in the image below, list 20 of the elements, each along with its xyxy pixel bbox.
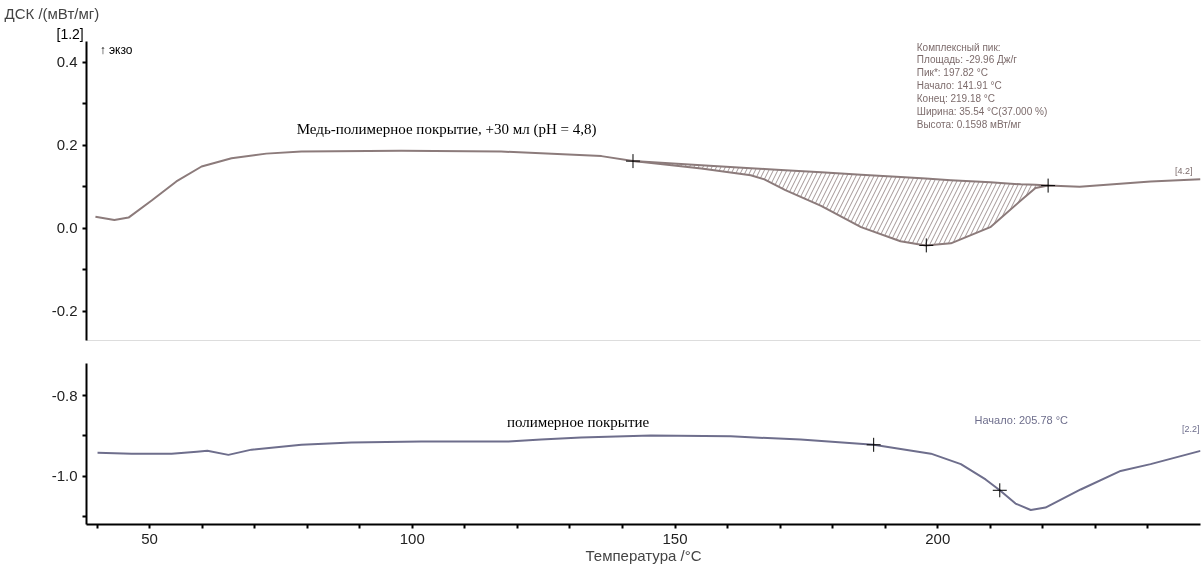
annotation: Комплексный пик: Площадь: -29.96 Дж/г Пик*: 197.82 °C Начало: 141.91 °C Конец: 219.18 °C Ширина: 35.54 °C(37.000 %) Высота: 0.1598 мВт/мг (916, 41, 1048, 130)
annotation: Медь-полимерное покрытие, +30 мл (pH = 4,8) (296, 120, 597, 138)
annotation: [2.2] (1181, 423, 1200, 434)
annotation: Начало: 205.78 °C (974, 413, 1069, 426)
y-tick-label: 0.0 (56, 219, 78, 237)
x-tick-label: 150 (662, 529, 688, 547)
x-tick-label: 50 (141, 529, 158, 547)
x-axis-title: Температура /°C (585, 546, 702, 564)
x-tick-label: 100 (399, 529, 425, 547)
y-tick-label: -0.2 (51, 302, 78, 320)
annotation: [4.2] (1175, 166, 1193, 177)
x-tick-label: 200 (925, 529, 951, 547)
text: [1.2] (56, 25, 84, 42)
annotation: полимерное покрытие (506, 413, 650, 430)
y-tick-label: 0.2 (56, 136, 78, 154)
y-axis-title: ДСК /(мВт/мг) (4, 4, 100, 22)
y-tick-label: -1.0 (51, 467, 78, 485)
annotation: ↑ экзо (99, 42, 133, 57)
y-tick-label: -0.8 (51, 386, 78, 404)
y-tick-label: 0.4 (56, 53, 78, 71)
